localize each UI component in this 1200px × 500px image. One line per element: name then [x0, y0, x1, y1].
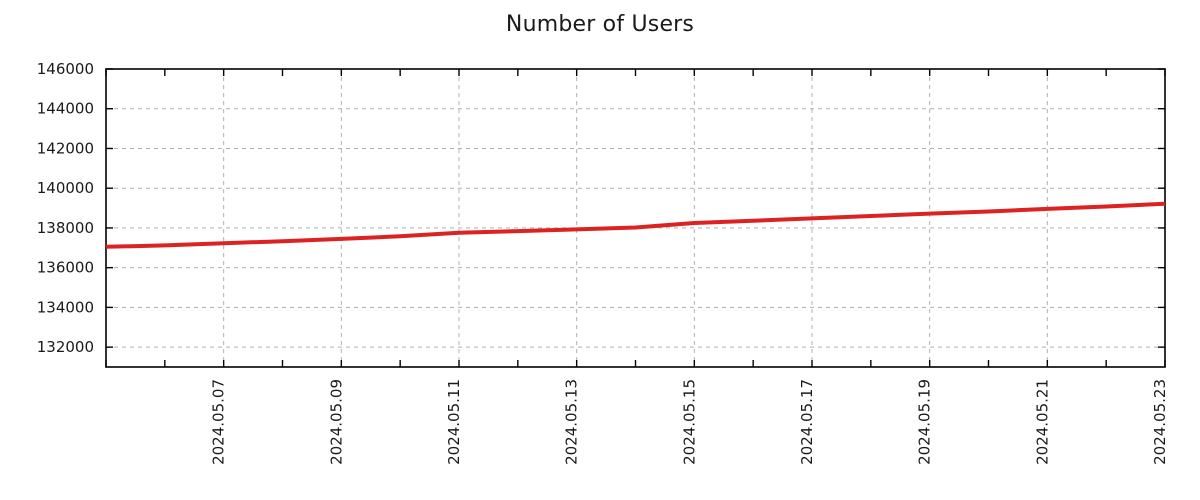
x-axis-tick-label: 2024.05.19	[916, 379, 934, 465]
y-axis-tick-label: 142000	[37, 139, 94, 157]
y-axis-tick-label: 132000	[37, 338, 94, 356]
y-axis-tick-label: 144000	[37, 100, 94, 118]
y-axis-tick-label: 136000	[37, 259, 94, 277]
axes-group	[105, 68, 1166, 368]
x-axis-tick-label: 2024.05.11	[445, 379, 463, 465]
y-axis-tick-label: 140000	[37, 179, 94, 197]
chart-title: Number of Users	[505, 12, 695, 37]
ticks-group	[105, 68, 1166, 367]
series-line-number-of-users	[105, 201, 1166, 249]
gridlines-group	[106, 68, 1166, 367]
x-axis-tick-label: 2024.05.15	[680, 379, 698, 465]
y-axis-tick-label: 134000	[37, 298, 94, 316]
plot-frame	[105, 68, 1166, 368]
data-series-group	[105, 201, 1166, 249]
x-axis-tick-label: 2024.05.23	[1151, 379, 1169, 465]
x-axis-tick-label: 2024.05.07	[210, 379, 228, 465]
y-axis-tick-label: 146000	[37, 60, 94, 78]
x-axis-tick-label: 2024.05.21	[1033, 379, 1051, 465]
y-axis-labels: 132000 134000 136000 138000 140000 142000 1440…	[37, 60, 94, 356]
x-axis-tick-label: 2024.05.09	[327, 379, 345, 465]
x-axis-tick-label: 2024.05.17	[798, 379, 816, 465]
y-axis-tick-label: 138000	[37, 219, 94, 237]
x-axis-tick-label: 2024.05.13	[563, 379, 581, 465]
x-axis-labels: 2024.05.07 2024.05.09 2024.05.11 2024.05.13…	[210, 379, 1169, 465]
